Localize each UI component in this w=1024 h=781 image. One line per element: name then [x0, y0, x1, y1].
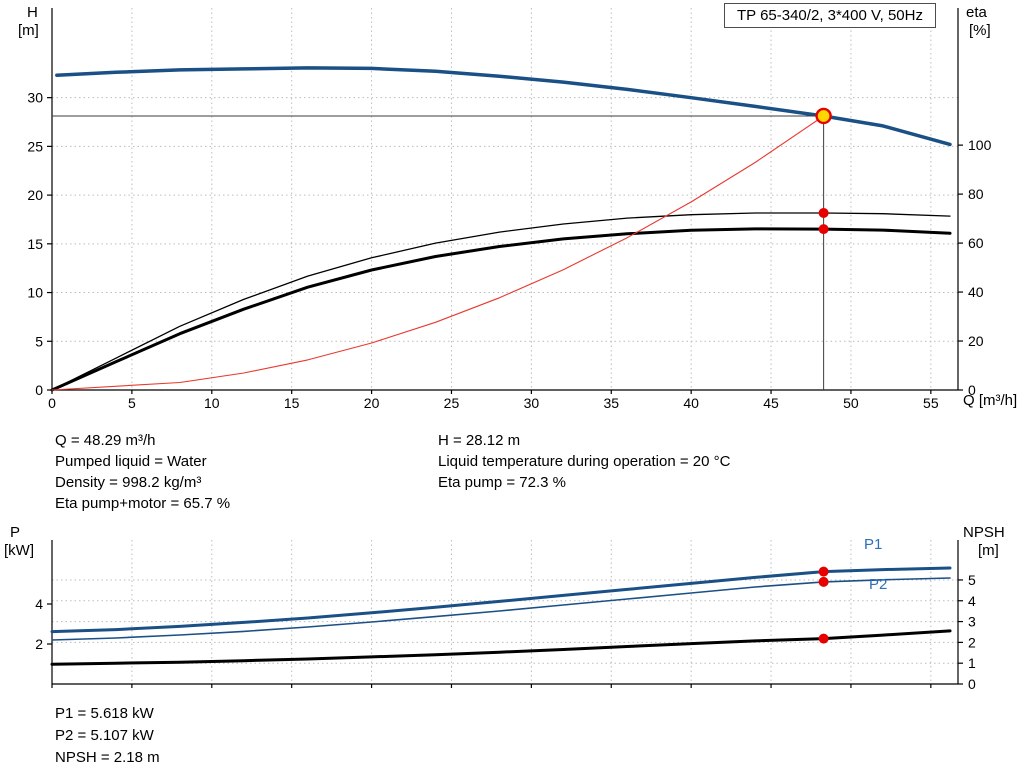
- info-line-density: Density = 998.2 kg/m³: [55, 474, 202, 491]
- tick-label: 1: [968, 655, 976, 671]
- info-line-npsh: NPSH = 2.18 m: [55, 749, 160, 766]
- tick-label: 50: [843, 395, 859, 411]
- axis-unit-p: [kW]: [4, 542, 34, 559]
- tick-label: 25: [444, 395, 460, 411]
- axis-title-p: P: [10, 524, 21, 541]
- tick-label: 30: [524, 395, 540, 411]
- tick-label: 0: [968, 382, 976, 398]
- tick-label: 3: [968, 614, 976, 630]
- info-line-h: H = 28.12 m: [438, 432, 521, 449]
- tick-label: 5: [35, 333, 43, 349]
- red-dot-marker: [818, 207, 829, 218]
- red-dot-marker: [818, 224, 829, 235]
- axis-title-npsh: NPSH: [963, 524, 1005, 541]
- tick-label: 25: [27, 138, 43, 154]
- axis-unit-eta: [%]: [969, 22, 991, 39]
- red-dot-marker: [818, 566, 829, 577]
- p1-curve: [50, 566, 952, 634]
- tick-label: 20: [364, 395, 380, 411]
- axis-unit-npsh: [m]: [978, 542, 999, 559]
- tick-label: 15: [27, 236, 43, 252]
- eta-pump-motor-curve: [50, 227, 952, 392]
- tick-label: 20: [968, 333, 984, 349]
- info-line-eta-pump: Eta pump = 72.3 %: [438, 474, 566, 491]
- duty-point-marker[interactable]: [815, 107, 832, 125]
- tick-label: 0: [968, 676, 976, 692]
- tick-label: 45: [763, 395, 779, 411]
- info-line-eta-pm: Eta pump+motor = 65.7 %: [55, 495, 231, 512]
- info-line-p1: P1 = 5.618 kW: [55, 705, 154, 722]
- eta-pump-curve: [51, 212, 951, 391]
- tick-label: 2: [35, 636, 43, 652]
- npsh-curve: [50, 629, 952, 666]
- tick-label: 15: [284, 395, 300, 411]
- tick-label: 80: [968, 186, 984, 202]
- tick-label: 60: [968, 235, 984, 251]
- curve-label-p2: P2: [869, 576, 888, 593]
- red-dot-marker: [818, 633, 829, 644]
- red-dot-marker: [818, 576, 829, 587]
- tick-label: 5: [968, 572, 976, 588]
- p2-curve: [51, 577, 951, 641]
- tick-label: 4: [35, 596, 43, 612]
- tick-label: 10: [27, 285, 43, 301]
- curve-label-p1: P1: [864, 536, 883, 553]
- axis-title-h: H: [27, 4, 38, 21]
- pump-type-title: TP 65-340/2, 3*400 V, 50Hz: [724, 3, 936, 28]
- tick-label: 4: [968, 593, 976, 609]
- tick-label: 0: [48, 395, 56, 411]
- axis-title-eta: eta: [966, 4, 987, 21]
- tick-label: 10: [204, 395, 220, 411]
- system-curve: [51, 115, 825, 391]
- tick-label: 55: [923, 395, 939, 411]
- info-line-temp: Liquid temperature during operation = 20…: [438, 453, 731, 470]
- axis-unit-h: [m]: [18, 22, 39, 39]
- info-line-q: Q = 48.29 m³/h: [55, 432, 156, 449]
- tick-label: 35: [603, 395, 619, 411]
- tick-label: 0: [35, 382, 43, 398]
- tick-label: 2: [968, 634, 976, 650]
- head-curve: [55, 66, 952, 147]
- tick-label: 5: [128, 395, 136, 411]
- tick-label: 100: [968, 137, 992, 153]
- tick-label: 40: [968, 284, 984, 300]
- tick-label: 30: [27, 90, 43, 106]
- axis-title-q: Q [m³/h]: [963, 392, 1018, 409]
- info-line-liquid: Pumped liquid = Water: [55, 453, 207, 470]
- tick-label: 40: [683, 395, 699, 411]
- tick-label: 20: [27, 187, 43, 203]
- info-line-p2: P2 = 5.107 kW: [55, 727, 154, 744]
